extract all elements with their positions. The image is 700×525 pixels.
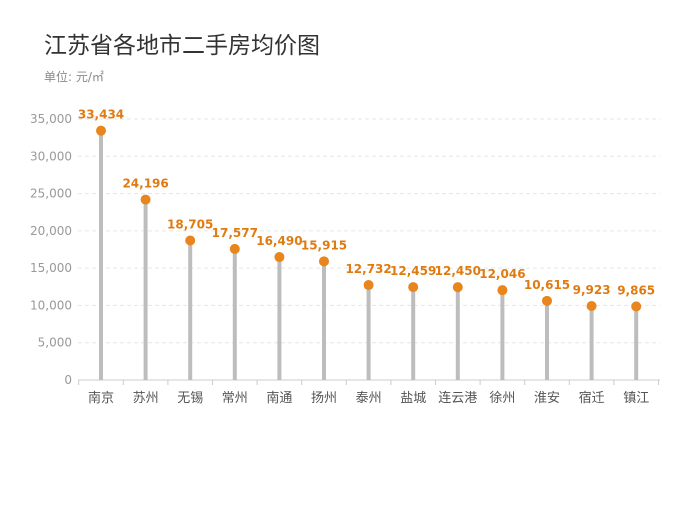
y-tick-label: 10,000 <box>30 298 72 312</box>
data-label: 12,732 <box>345 262 391 276</box>
x-category-label: 宿迁 <box>579 390 605 406</box>
x-category-label: 淮安 <box>534 391 560 406</box>
lollipop-marker <box>408 282 419 293</box>
data-label: 17,577 <box>212 226 258 240</box>
lollipop-marker <box>363 280 374 291</box>
y-tick-label: 0 <box>64 373 72 387</box>
data-label: 9,923 <box>573 283 611 297</box>
data-label: 10,615 <box>524 278 570 292</box>
data-label: 33,434 <box>78 108 124 122</box>
lollipop-marker <box>185 235 196 246</box>
y-tick-label: 30,000 <box>30 149 72 163</box>
lollipop-marker <box>452 282 463 293</box>
x-category-label: 镇江 <box>623 391 649 406</box>
y-tick-label: 20,000 <box>30 224 72 238</box>
lollipop-marker <box>274 252 285 263</box>
data-label: 16,490 <box>256 234 302 248</box>
x-category-label: 盐城 <box>400 391 426 406</box>
x-category-label: 南通 <box>266 390 292 406</box>
lollipop-marker <box>229 243 240 254</box>
x-category-label: 常州 <box>222 391 248 406</box>
lollipop-marker <box>631 301 642 312</box>
lollipop-marker <box>319 256 329 267</box>
y-tick-label: 15,000 <box>30 261 72 275</box>
data-label: 12,450 <box>435 264 481 278</box>
x-category-label: 苏州 <box>133 390 159 406</box>
data-label: 15,915 <box>301 238 347 252</box>
data-label: 12,046 <box>479 267 525 281</box>
unit-label: 单位: 元/㎡ <box>44 70 104 84</box>
x-category-label: 南京 <box>88 390 114 406</box>
y-tick-label: 35,000 <box>30 112 72 126</box>
data-label: 18,705 <box>167 218 213 232</box>
y-tick-label: 25,000 <box>30 187 72 201</box>
x-category-label: 连云港 <box>438 390 477 406</box>
x-category-label: 无锡 <box>177 391 203 406</box>
lollipop-marker <box>586 301 597 312</box>
data-label: 24,196 <box>122 177 168 191</box>
lollipop-marker <box>140 194 151 205</box>
lollipop-marker <box>497 285 508 296</box>
x-category-label: 泰州 <box>356 391 382 406</box>
x-category-label: 扬州 <box>311 391 337 406</box>
data-label: 12,459 <box>390 264 436 278</box>
x-category-label: 徐州 <box>489 391 515 406</box>
data-label: 9,865 <box>617 283 655 297</box>
lollipop-marker <box>542 295 552 306</box>
lollipop-marker <box>96 125 106 136</box>
y-tick-label: 5,000 <box>38 336 72 350</box>
chart-title: 江苏省各地市二手房均价图 <box>44 33 320 59</box>
